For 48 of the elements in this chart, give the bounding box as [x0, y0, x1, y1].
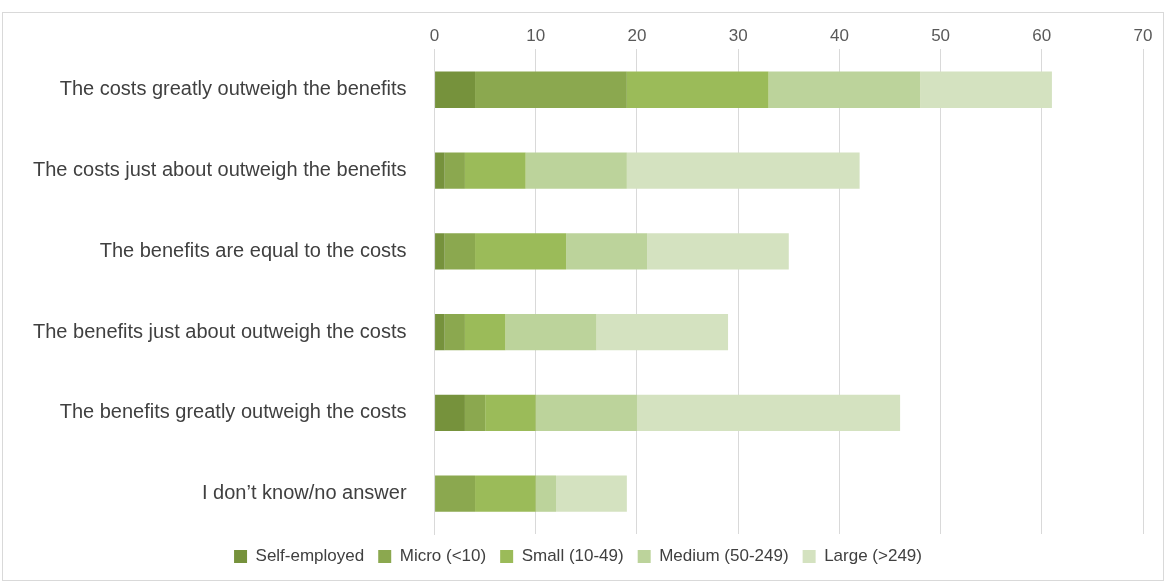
bar	[435, 475, 476, 512]
x-tick-label: 0	[429, 25, 440, 45]
bar	[566, 233, 648, 270]
bar	[768, 71, 921, 108]
bar	[435, 313, 445, 351]
y-tick-label: The costs just about outweigh the benefits	[32, 158, 407, 181]
bar	[535, 475, 557, 512]
bar	[525, 152, 627, 189]
y-tick-label: I don’t know/no answer	[202, 481, 407, 504]
bar	[647, 233, 789, 270]
bar	[444, 152, 465, 189]
bar	[435, 152, 445, 189]
bar	[556, 475, 627, 512]
bar	[464, 152, 526, 189]
bar	[596, 313, 729, 351]
legend-label: Medium (50-249)	[659, 546, 789, 566]
bar	[636, 394, 901, 432]
bar	[435, 233, 445, 270]
bar	[626, 152, 860, 189]
bar	[626, 71, 769, 108]
bar	[535, 394, 637, 432]
bar	[485, 394, 536, 432]
bar	[475, 475, 536, 512]
x-tick-label: 70	[1133, 25, 1153, 45]
bar	[464, 313, 506, 351]
bar	[435, 71, 476, 108]
x-tick-label: 30	[728, 25, 748, 45]
legend-label: Self-employed	[255, 546, 365, 566]
x-tick-label: 40	[829, 25, 849, 45]
y-tick-label: The benefits just about outweigh the costs	[32, 319, 407, 342]
legend-label: Large (>249)	[824, 546, 922, 566]
bar	[444, 233, 476, 270]
bar	[920, 71, 1052, 108]
bar	[435, 394, 465, 432]
x-tick-label: 60	[1032, 25, 1052, 45]
bar	[475, 71, 627, 108]
legend-label: Micro (<10)	[399, 546, 487, 566]
x-tick-label: 10	[526, 25, 546, 45]
y-tick-label: The benefits are equal to the costs	[99, 238, 407, 261]
bar	[475, 233, 567, 270]
legend-label: Small (10-49)	[521, 546, 624, 566]
x-tick-label: 50	[931, 25, 951, 45]
bar	[444, 313, 465, 351]
bar	[464, 394, 486, 432]
bar	[505, 313, 597, 351]
x-tick-label: 20	[627, 25, 647, 45]
y-tick-label: The benefits greatly outweigh the costs	[59, 400, 407, 423]
y-tick-label: The costs greatly outweigh the benefits	[59, 77, 407, 100]
